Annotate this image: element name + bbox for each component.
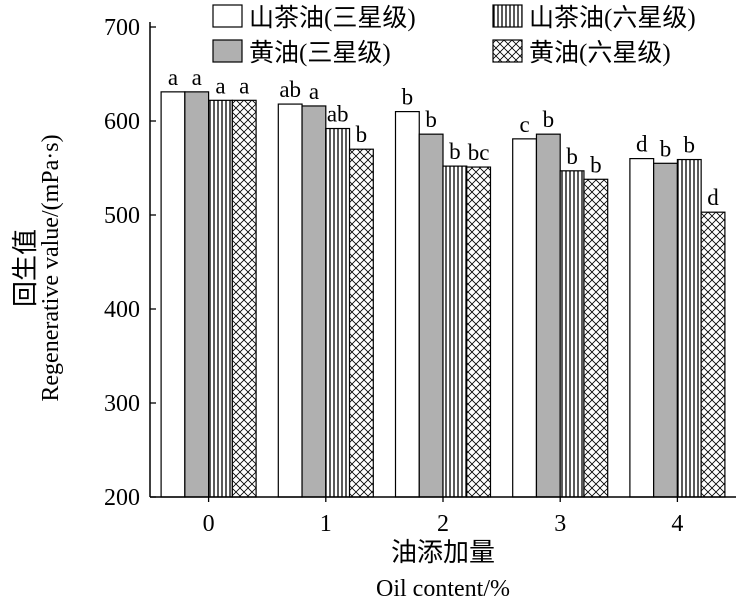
y-axis-title-cn: 回生值 <box>11 229 40 307</box>
y-tick-label: 600 <box>104 109 140 135</box>
x-tick-label: 4 <box>671 511 683 537</box>
y-tick-label: 700 <box>104 15 140 41</box>
bar-s4-c0 <box>231 99 257 498</box>
x-axis-title-en: Oil content/% <box>376 576 510 602</box>
bar-s1-c2 <box>394 110 420 498</box>
significance-label-s4-c1: b <box>356 122 368 147</box>
bar-s1-c3 <box>512 138 538 498</box>
x-tick-label: 1 <box>320 511 332 537</box>
bar-s4-c3 <box>583 178 609 498</box>
bar-s2-c2 <box>418 133 444 498</box>
legend-swatch <box>492 4 523 28</box>
significance-label-s1-c0: a <box>168 65 178 90</box>
legend-item-1: 山茶油(三星级) <box>212 4 416 32</box>
bar-s2-c0 <box>184 91 210 498</box>
y-axis-title-en: Regenerative value/(mPa·s) <box>38 134 64 401</box>
significance-label-s4-c2: bc <box>468 140 490 165</box>
legend: 山茶油(三星级) 黄油(三星级) 山茶油(六星级) 黄油(六星级) <box>212 4 696 67</box>
bar-s1-c0 <box>160 91 186 498</box>
bars <box>160 91 726 498</box>
legend-swatch <box>212 39 243 63</box>
y-tick-label: 300 <box>104 391 140 417</box>
significance-label-s1-c1: ab <box>279 77 301 102</box>
legend-item-4: 黄油(六星级) <box>492 39 671 67</box>
bar-s2-c3 <box>535 133 561 498</box>
significance-label-s1-c2: b <box>402 85 414 110</box>
bar-s4-c1 <box>348 148 374 498</box>
significance-label-s3-c2: b <box>449 139 461 164</box>
bar-s3-c4 <box>676 158 702 498</box>
bar-s3-c1 <box>325 127 351 498</box>
significance-label-s2-c4: b <box>660 136 672 161</box>
bar-s2-c4 <box>653 162 679 498</box>
significance-label-s3-c3: b <box>566 144 578 169</box>
x-tick-label: 2 <box>437 511 449 537</box>
bar-s3-c2 <box>442 165 468 498</box>
significance-label-s2-c0: a <box>192 65 202 90</box>
bar-s1-c4 <box>629 158 655 498</box>
x-axis-ticks: 0 1 2 3 4 <box>203 497 683 537</box>
significance-label-s4-c3: b <box>590 152 602 177</box>
legend-label: 黄油(三星级) <box>249 39 391 67</box>
significance-label-s4-c0: a <box>239 73 249 98</box>
bar-s3-c3 <box>559 170 585 498</box>
bar-s2-c1 <box>301 105 327 498</box>
bar-s3-c0 <box>208 99 233 498</box>
y-axis-ticks: 200 300 400 500 600 700 <box>104 15 156 511</box>
bar-s4-c2 <box>466 166 492 498</box>
legend-item-2: 黄油(三星级) <box>212 39 391 67</box>
legend-label: 山茶油(六星级) <box>529 4 696 32</box>
legend-swatch <box>492 39 523 63</box>
legend-item-3: 山茶油(六星级) <box>492 4 696 32</box>
significance-label-s2-c2: b <box>425 107 437 132</box>
y-tick-label: 200 <box>104 485 140 511</box>
significance-label-s3-c0: a <box>215 73 225 98</box>
x-tick-label: 3 <box>554 511 566 537</box>
significance-label-s1-c3: c <box>519 112 529 137</box>
x-tick-label: 0 <box>203 511 215 537</box>
significance-label-s3-c1: ab <box>327 102 349 127</box>
legend-swatch <box>212 4 243 28</box>
y-tick-label: 500 <box>104 203 140 229</box>
significance-label-s3-c4: b <box>684 133 696 158</box>
significance-label-s2-c1: a <box>309 79 319 104</box>
bar-s1-c1 <box>277 103 303 498</box>
legend-label: 山茶油(三星级) <box>249 4 416 32</box>
significance-label-s2-c3: b <box>543 107 555 132</box>
significance-label-s4-c4: d <box>707 185 719 210</box>
legend-label: 黄油(六星级) <box>529 39 671 67</box>
significance-label-s1-c4: d <box>636 132 648 157</box>
y-tick-label: 400 <box>104 297 140 323</box>
x-axis-title-cn: 油添加量 <box>391 538 495 567</box>
bar-s4-c4 <box>700 211 726 498</box>
